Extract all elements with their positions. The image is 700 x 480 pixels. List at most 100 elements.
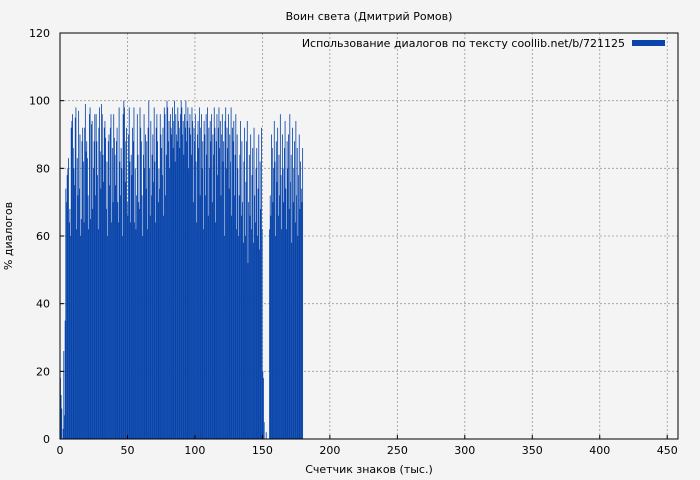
bar <box>262 371 264 439</box>
bar <box>142 236 144 439</box>
bar <box>68 222 70 439</box>
bar <box>105 208 107 439</box>
bar <box>120 148 122 439</box>
bar <box>160 134 162 439</box>
bar <box>122 114 124 439</box>
bar <box>93 141 95 439</box>
bar <box>89 114 90 439</box>
bar <box>188 168 190 439</box>
bar <box>117 202 119 439</box>
bar <box>168 120 170 439</box>
bar <box>218 107 220 440</box>
bar <box>273 120 275 439</box>
bar <box>259 161 261 439</box>
bar <box>97 175 98 439</box>
bar <box>225 107 227 440</box>
bar <box>126 127 127 439</box>
x-tick-label: 300 <box>454 444 475 457</box>
bar <box>183 154 185 440</box>
bar <box>242 242 244 439</box>
bar <box>215 141 217 439</box>
bar <box>149 168 150 439</box>
bar <box>195 161 197 439</box>
bar <box>95 195 96 439</box>
bar <box>209 168 210 439</box>
bar <box>75 107 77 440</box>
bar <box>298 175 299 439</box>
bar <box>87 195 89 439</box>
bar <box>227 114 229 439</box>
x-tick-label: 400 <box>589 444 610 457</box>
bar <box>186 120 188 439</box>
bar <box>150 120 152 439</box>
bar <box>284 120 286 439</box>
bar <box>211 114 212 439</box>
bar <box>294 222 296 439</box>
bar <box>191 107 193 440</box>
bar <box>140 141 142 439</box>
bar <box>275 236 277 439</box>
y-tick-label: 80 <box>36 162 50 175</box>
bar <box>104 120 106 439</box>
bar <box>116 127 118 439</box>
bar <box>253 127 255 439</box>
bar <box>172 107 173 440</box>
bar <box>83 222 85 439</box>
y-tick-label: 20 <box>36 365 50 378</box>
bar <box>288 208 290 439</box>
bar <box>299 208 301 439</box>
bar <box>96 141 98 439</box>
bar <box>301 202 303 439</box>
bar <box>136 114 138 439</box>
bar <box>70 236 71 439</box>
bar <box>170 127 172 439</box>
bar <box>101 114 103 439</box>
bar <box>209 120 211 439</box>
bar <box>86 158 88 439</box>
bar <box>157 141 158 439</box>
bar <box>169 168 171 439</box>
bar <box>109 127 111 439</box>
bar <box>69 208 71 439</box>
bar <box>70 127 72 439</box>
bar <box>194 141 196 439</box>
bar <box>192 202 194 439</box>
x-tick-label: 100 <box>184 444 205 457</box>
bar <box>138 208 140 439</box>
bar <box>194 114 196 439</box>
bar <box>221 134 223 439</box>
bar <box>74 185 75 439</box>
bar <box>111 148 113 439</box>
bar <box>211 202 213 439</box>
legend-label: Использование диалогов по тексту coollib… <box>302 37 625 50</box>
bar <box>151 195 152 439</box>
bar <box>186 141 187 439</box>
bar <box>283 202 285 439</box>
bar <box>201 168 203 439</box>
bar <box>92 208 94 439</box>
bar <box>245 181 247 439</box>
bar <box>130 154 132 440</box>
bar <box>64 320 66 439</box>
bar <box>273 168 275 439</box>
bar <box>154 161 156 439</box>
bar <box>167 107 169 440</box>
bar <box>97 229 99 439</box>
bar <box>184 127 186 439</box>
bar <box>213 154 214 440</box>
x-tick-label: 450 <box>657 444 678 457</box>
bar <box>280 175 282 439</box>
bar <box>229 134 231 439</box>
y-tick-label: 120 <box>29 27 50 40</box>
bar <box>71 120 73 439</box>
bar <box>224 120 226 439</box>
bar <box>250 134 252 439</box>
bar <box>254 222 256 439</box>
bar <box>175 114 177 439</box>
bar <box>167 141 169 439</box>
bar <box>192 120 194 439</box>
bar <box>219 148 221 439</box>
bar <box>295 120 297 439</box>
bar <box>171 134 173 439</box>
bar <box>103 127 105 439</box>
